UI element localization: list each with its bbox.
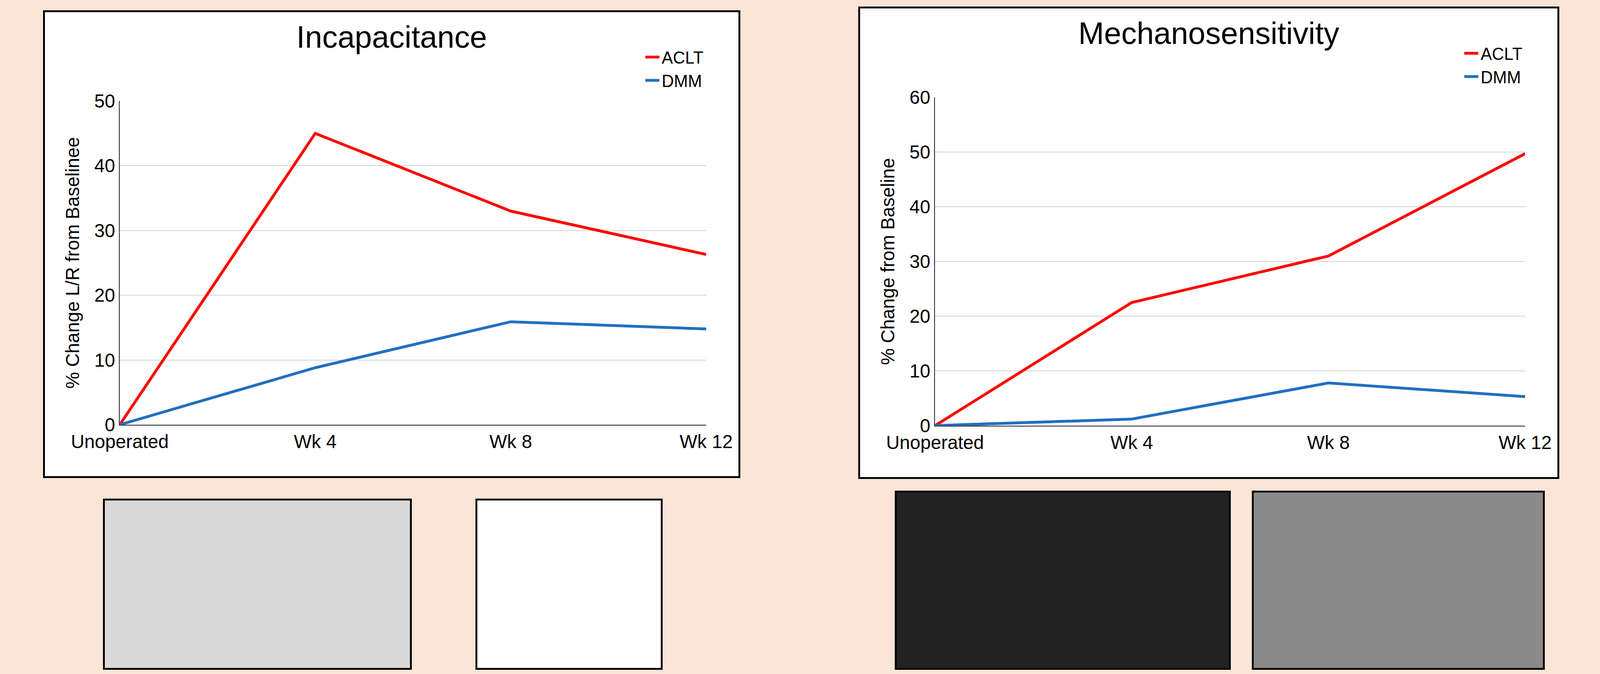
svg-text:Wk 4: Wk 4	[1110, 432, 1154, 453]
svg-text:Wk 8: Wk 8	[489, 431, 533, 453]
svg-text:40: 40	[909, 196, 931, 218]
svg-text:Wk 8: Wk 8	[1307, 432, 1350, 453]
svg-text:40: 40	[94, 155, 116, 176]
svg-text:30: 30	[909, 251, 931, 272]
svg-text:10: 10	[94, 350, 116, 371]
svg-text:Wk 12: Wk 12	[1498, 432, 1552, 453]
svg-text:50: 50	[94, 90, 116, 112]
svg-text:% Change L/R from Baselinee: % Change L/R from Baselinee	[62, 137, 83, 389]
svg-text:10: 10	[909, 360, 931, 382]
svg-text:Wk 4: Wk 4	[293, 431, 337, 453]
svg-text:60: 60	[909, 87, 931, 108]
svg-text:20: 20	[909, 306, 931, 327]
svg-text:0: 0	[920, 415, 931, 437]
svg-text:Wk 12: Wk 12	[679, 431, 733, 453]
svg-text:Unoperated: Unoperated	[70, 431, 169, 453]
svg-text:ACLT: ACLT	[661, 48, 704, 68]
svg-text:30: 30	[94, 220, 116, 242]
svg-text:0: 0	[104, 414, 116, 436]
svg-text:ACLT: ACLT	[1480, 44, 1523, 64]
svg-text:% Change from Baseline: % Change from Baseline	[877, 158, 899, 366]
svg-text:20: 20	[94, 284, 116, 306]
svg-text:DMM: DMM	[661, 71, 702, 91]
svg-text:Mechanosensitivity: Mechanosensitivity	[1078, 15, 1340, 51]
svg-text:Unoperated: Unoperated	[885, 432, 984, 453]
svg-text:50: 50	[909, 141, 931, 163]
svg-text:DMM: DMM	[1480, 67, 1521, 88]
svg-text:Incapacitance: Incapacitance	[296, 19, 487, 55]
